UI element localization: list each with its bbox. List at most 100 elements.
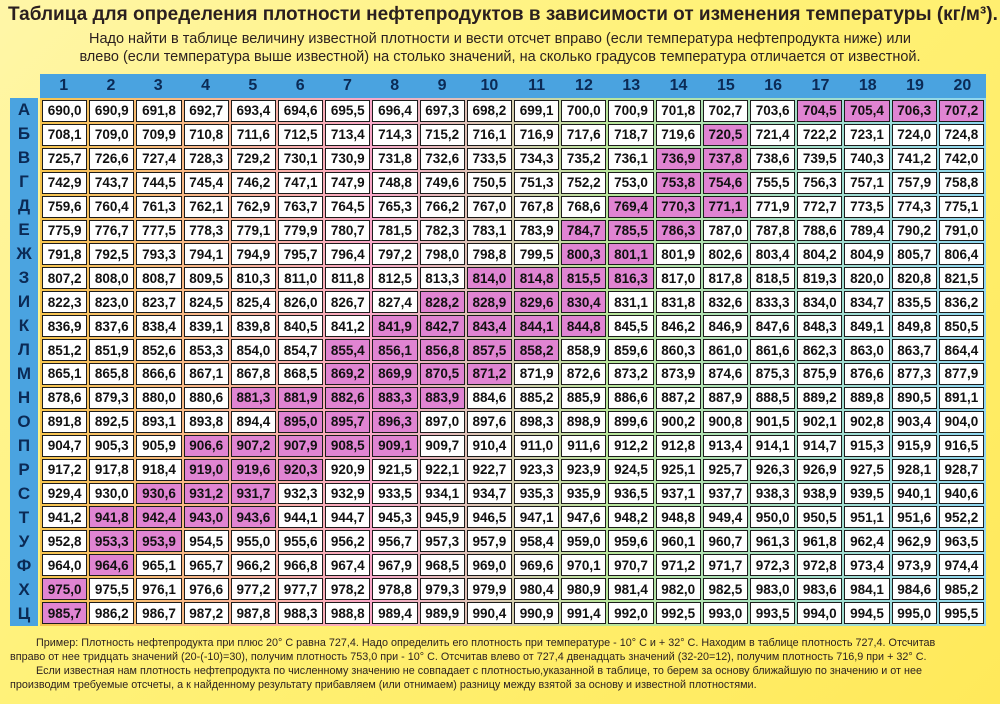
table-cell: 765,3 bbox=[372, 195, 418, 218]
table-cell: 865,1 bbox=[42, 362, 88, 385]
row-header: О bbox=[17, 412, 31, 431]
table-cell: 938,9 bbox=[797, 482, 843, 505]
table-cell: 955,6 bbox=[278, 530, 324, 553]
table-cell: 934,1 bbox=[419, 482, 465, 505]
column-header: 17 bbox=[811, 77, 830, 94]
table-cell: 984,1 bbox=[844, 578, 890, 601]
table-cell: 961,8 bbox=[797, 530, 843, 553]
row-header: Б bbox=[17, 124, 31, 143]
table-cell: 937,7 bbox=[702, 482, 748, 505]
table-cell: 823,7 bbox=[136, 291, 182, 314]
table-cell: 906,6 bbox=[183, 434, 229, 457]
table-cell: 982,5 bbox=[702, 578, 748, 601]
table-cell: 772,7 bbox=[797, 195, 843, 218]
table-cell: 977,2 bbox=[230, 578, 276, 601]
table-cell: 822,3 bbox=[42, 291, 88, 314]
table-cell: 846,2 bbox=[655, 315, 701, 338]
table-cell: 791,8 bbox=[42, 243, 88, 266]
table-cell: 858,2 bbox=[514, 339, 560, 361]
table-cell: 787,0 bbox=[702, 219, 748, 242]
table-cell: 966,8 bbox=[278, 554, 324, 577]
column-header: 19 bbox=[906, 77, 924, 94]
table-cell: 714,3 bbox=[372, 123, 418, 146]
row-header: Г bbox=[19, 172, 29, 191]
table-cell: 774,3 bbox=[891, 195, 937, 218]
table-cell: 969,6 bbox=[514, 554, 560, 577]
table-cell: 696,4 bbox=[372, 100, 418, 122]
table-cell: 941,2 bbox=[42, 506, 88, 529]
table-cell: 894,4 bbox=[230, 410, 276, 433]
table-cell: 786,3 bbox=[655, 219, 701, 242]
table-cell: 978,8 bbox=[372, 578, 418, 601]
table-cell: 921,5 bbox=[372, 458, 418, 481]
table-cell: 818,5 bbox=[750, 267, 796, 290]
table-cell: 842,7 bbox=[419, 315, 465, 338]
column-header: 1 bbox=[59, 77, 69, 94]
table-cell: 932,9 bbox=[325, 482, 371, 505]
table-cell: 933,5 bbox=[372, 482, 418, 505]
table-cell: 935,9 bbox=[561, 482, 607, 505]
table-cell: 956,2 bbox=[325, 530, 371, 553]
table-cell: 956,7 bbox=[372, 530, 418, 553]
table-cell: 987,8 bbox=[230, 602, 276, 624]
table-cell: 835,5 bbox=[891, 291, 937, 314]
table-cell: 779,9 bbox=[278, 219, 324, 242]
density-table: 690,0 690,9 691,8 692,7 693,4 694,6 695,5 696,4… bbox=[40, 98, 986, 626]
table-cell: 897,6 bbox=[466, 410, 512, 433]
table-cell: 987,2 bbox=[183, 602, 229, 624]
table-cell: 914,7 bbox=[797, 434, 843, 457]
row-header: Ф bbox=[16, 556, 32, 575]
row-header: Х bbox=[18, 580, 30, 599]
table-cell: 863,7 bbox=[891, 339, 937, 361]
table-cell: 902,1 bbox=[797, 410, 843, 433]
table-cell: 869,9 bbox=[372, 362, 418, 385]
table-cell: 955,0 bbox=[230, 530, 276, 553]
table-cell: 701,8 bbox=[655, 100, 701, 122]
row-header: Л bbox=[18, 340, 30, 359]
table-cell: 935,3 bbox=[514, 482, 560, 505]
table-cell: 948,8 bbox=[655, 506, 701, 529]
table-cell: 723,1 bbox=[844, 123, 890, 146]
note-line-1: Пример: Плотность нефтепродукта при плюс… bbox=[36, 637, 936, 649]
table-cell: 972,8 bbox=[797, 554, 843, 577]
table-cell: 783,9 bbox=[514, 219, 560, 242]
table-cell: 758,8 bbox=[938, 171, 984, 194]
table-cell: 912,2 bbox=[608, 434, 654, 457]
table-cell: 966,2 bbox=[230, 554, 276, 577]
table-cell: 855,4 bbox=[325, 339, 371, 361]
table-cell: 804,9 bbox=[844, 243, 890, 266]
table-cell: 884,6 bbox=[466, 386, 512, 409]
table-cell: 831,8 bbox=[655, 291, 701, 314]
table-cell: 740,3 bbox=[844, 147, 890, 170]
table-cell: 945,9 bbox=[419, 506, 465, 529]
instructions: Надо найти в таблице величину известной … bbox=[20, 30, 980, 66]
row-header: У bbox=[18, 532, 30, 551]
table-cell: 961,3 bbox=[750, 530, 796, 553]
table-cell: 851,2 bbox=[42, 339, 88, 361]
row-header: А bbox=[17, 100, 31, 119]
table-cell: 724,8 bbox=[938, 123, 984, 146]
table-cell: 900,8 bbox=[702, 410, 748, 433]
table-cell: 879,3 bbox=[89, 386, 135, 409]
table-cell: 753,8 bbox=[655, 171, 701, 194]
table-cell: 834,7 bbox=[844, 291, 890, 314]
table-cell: 972,3 bbox=[750, 554, 796, 577]
table-cell: 840,5 bbox=[278, 315, 324, 338]
table-cell: 833,3 bbox=[750, 291, 796, 314]
table-cell: 708,1 bbox=[42, 123, 88, 146]
table-cell: 909,1 bbox=[372, 434, 418, 457]
table-cell: 954,5 bbox=[183, 530, 229, 553]
table-cell: 947,1 bbox=[514, 506, 560, 529]
table-cell: 990,4 bbox=[466, 602, 512, 624]
table-cell: 757,1 bbox=[844, 171, 890, 194]
table-cell: 849,1 bbox=[844, 315, 890, 338]
table-cell: 767,0 bbox=[466, 195, 512, 218]
table-cell: 974,4 bbox=[938, 554, 984, 577]
table-cell: 843,4 bbox=[466, 315, 512, 338]
table-cell: 838,4 bbox=[136, 315, 182, 338]
table-cell: 992,0 bbox=[608, 602, 654, 624]
table-cell: 746,2 bbox=[230, 171, 276, 194]
table-cell: 920,9 bbox=[325, 458, 371, 481]
table-cell: 722,2 bbox=[797, 123, 843, 146]
table-cell: 911,0 bbox=[514, 434, 560, 457]
